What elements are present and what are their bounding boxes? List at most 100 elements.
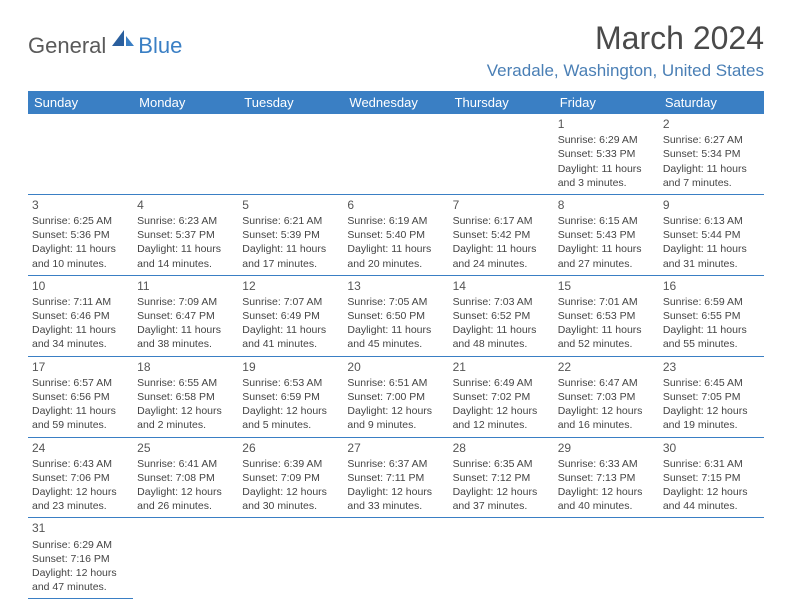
- day-number: 22: [558, 359, 655, 375]
- sunrise-line: Sunrise: 7:09 AM: [137, 295, 234, 309]
- sunrise-line: Sunrise: 6:27 AM: [663, 133, 760, 147]
- sunrise-line: Sunrise: 7:03 AM: [453, 295, 550, 309]
- calendar-table: SundayMondayTuesdayWednesdayThursdayFrid…: [28, 91, 764, 599]
- sunset-line: Sunset: 6:58 PM: [137, 390, 234, 404]
- day-number: 11: [137, 278, 234, 294]
- sunrise-line: Sunrise: 6:59 AM: [663, 295, 760, 309]
- sunrise-line: Sunrise: 6:55 AM: [137, 376, 234, 390]
- day-number: 31: [32, 520, 129, 536]
- calendar-cell: 6Sunrise: 6:19 AMSunset: 5:40 PMDaylight…: [343, 194, 448, 275]
- daylight-line: Daylight: 11 hours and 38 minutes.: [137, 323, 234, 351]
- page-title: March 2024: [487, 20, 764, 57]
- daylight-line: Daylight: 11 hours and 20 minutes.: [347, 242, 444, 270]
- sunset-line: Sunset: 6:49 PM: [242, 309, 339, 323]
- sunrise-line: Sunrise: 6:41 AM: [137, 457, 234, 471]
- daylight-line: Daylight: 11 hours and 3 minutes.: [558, 162, 655, 190]
- calendar-cell: [133, 518, 238, 599]
- calendar-cell: [133, 114, 238, 194]
- calendar-cell: 5Sunrise: 6:21 AMSunset: 5:39 PMDaylight…: [238, 194, 343, 275]
- daylight-line: Daylight: 12 hours and 44 minutes.: [663, 485, 760, 513]
- sunset-line: Sunset: 6:46 PM: [32, 309, 129, 323]
- sunrise-line: Sunrise: 6:13 AM: [663, 214, 760, 228]
- calendar-cell: 10Sunrise: 7:11 AMSunset: 6:46 PMDayligh…: [28, 275, 133, 356]
- logo: General Blue: [28, 28, 182, 63]
- sunset-line: Sunset: 5:36 PM: [32, 228, 129, 242]
- daylight-line: Daylight: 12 hours and 23 minutes.: [32, 485, 129, 513]
- sunset-line: Sunset: 7:11 PM: [347, 471, 444, 485]
- daylight-line: Daylight: 11 hours and 59 minutes.: [32, 404, 129, 432]
- daylight-line: Daylight: 11 hours and 45 minutes.: [347, 323, 444, 351]
- calendar-row: 10Sunrise: 7:11 AMSunset: 6:46 PMDayligh…: [28, 275, 764, 356]
- calendar-cell: 19Sunrise: 6:53 AMSunset: 6:59 PMDayligh…: [238, 356, 343, 437]
- calendar-cell: [343, 518, 448, 599]
- sunset-line: Sunset: 6:56 PM: [32, 390, 129, 404]
- calendar-cell: 27Sunrise: 6:37 AMSunset: 7:11 PMDayligh…: [343, 437, 448, 518]
- day-number: 29: [558, 440, 655, 456]
- weekday-header: Thursday: [449, 91, 554, 114]
- sunrise-line: Sunrise: 6:29 AM: [558, 133, 655, 147]
- location-text: Veradale, Washington, United States: [487, 61, 764, 81]
- sunrise-line: Sunrise: 6:39 AM: [242, 457, 339, 471]
- sunset-line: Sunset: 5:33 PM: [558, 147, 655, 161]
- daylight-line: Daylight: 11 hours and 7 minutes.: [663, 162, 760, 190]
- calendar-cell: 7Sunrise: 6:17 AMSunset: 5:42 PMDaylight…: [449, 194, 554, 275]
- sunrise-line: Sunrise: 6:33 AM: [558, 457, 655, 471]
- sunset-line: Sunset: 6:59 PM: [242, 390, 339, 404]
- sunrise-line: Sunrise: 6:51 AM: [347, 376, 444, 390]
- daylight-line: Daylight: 12 hours and 30 minutes.: [242, 485, 339, 513]
- day-number: 7: [453, 197, 550, 213]
- day-number: 15: [558, 278, 655, 294]
- daylight-line: Daylight: 12 hours and 47 minutes.: [32, 566, 129, 594]
- sunset-line: Sunset: 7:12 PM: [453, 471, 550, 485]
- weekday-header: Friday: [554, 91, 659, 114]
- calendar-cell: 20Sunrise: 6:51 AMSunset: 7:00 PMDayligh…: [343, 356, 448, 437]
- calendar-cell: 28Sunrise: 6:35 AMSunset: 7:12 PMDayligh…: [449, 437, 554, 518]
- sunrise-line: Sunrise: 6:45 AM: [663, 376, 760, 390]
- daylight-line: Daylight: 12 hours and 19 minutes.: [663, 404, 760, 432]
- sunrise-line: Sunrise: 6:25 AM: [32, 214, 129, 228]
- daylight-line: Daylight: 11 hours and 10 minutes.: [32, 242, 129, 270]
- day-number: 16: [663, 278, 760, 294]
- sunset-line: Sunset: 7:13 PM: [558, 471, 655, 485]
- sunrise-line: Sunrise: 6:15 AM: [558, 214, 655, 228]
- calendar-cell: 22Sunrise: 6:47 AMSunset: 7:03 PMDayligh…: [554, 356, 659, 437]
- day-number: 9: [663, 197, 760, 213]
- sunrise-line: Sunrise: 6:23 AM: [137, 214, 234, 228]
- day-number: 23: [663, 359, 760, 375]
- calendar-row: 3Sunrise: 6:25 AMSunset: 5:36 PMDaylight…: [28, 194, 764, 275]
- day-number: 26: [242, 440, 339, 456]
- calendar-row: 1Sunrise: 6:29 AMSunset: 5:33 PMDaylight…: [28, 114, 764, 194]
- calendar-body: 1Sunrise: 6:29 AMSunset: 5:33 PMDaylight…: [28, 114, 764, 599]
- sunset-line: Sunset: 5:40 PM: [347, 228, 444, 242]
- calendar-cell: 3Sunrise: 6:25 AMSunset: 5:36 PMDaylight…: [28, 194, 133, 275]
- daylight-line: Daylight: 12 hours and 40 minutes.: [558, 485, 655, 513]
- day-number: 10: [32, 278, 129, 294]
- calendar-cell: 9Sunrise: 6:13 AMSunset: 5:44 PMDaylight…: [659, 194, 764, 275]
- calendar-header-row: SundayMondayTuesdayWednesdayThursdayFrid…: [28, 91, 764, 114]
- calendar-cell: [238, 518, 343, 599]
- sunset-line: Sunset: 7:08 PM: [137, 471, 234, 485]
- calendar-cell: [449, 518, 554, 599]
- daylight-line: Daylight: 11 hours and 17 minutes.: [242, 242, 339, 270]
- weekday-header: Saturday: [659, 91, 764, 114]
- calendar-cell: 1Sunrise: 6:29 AMSunset: 5:33 PMDaylight…: [554, 114, 659, 194]
- day-number: 25: [137, 440, 234, 456]
- day-number: 20: [347, 359, 444, 375]
- sunset-line: Sunset: 7:05 PM: [663, 390, 760, 404]
- sunset-line: Sunset: 6:47 PM: [137, 309, 234, 323]
- day-number: 3: [32, 197, 129, 213]
- sunset-line: Sunset: 7:16 PM: [32, 552, 129, 566]
- calendar-cell: 15Sunrise: 7:01 AMSunset: 6:53 PMDayligh…: [554, 275, 659, 356]
- daylight-line: Daylight: 11 hours and 27 minutes.: [558, 242, 655, 270]
- calendar-cell: 14Sunrise: 7:03 AMSunset: 6:52 PMDayligh…: [449, 275, 554, 356]
- calendar-cell: 31Sunrise: 6:29 AMSunset: 7:16 PMDayligh…: [28, 518, 133, 599]
- calendar-row: 24Sunrise: 6:43 AMSunset: 7:06 PMDayligh…: [28, 437, 764, 518]
- daylight-line: Daylight: 12 hours and 37 minutes.: [453, 485, 550, 513]
- day-number: 24: [32, 440, 129, 456]
- sunrise-line: Sunrise: 6:57 AM: [32, 376, 129, 390]
- calendar-cell: [28, 114, 133, 194]
- calendar-cell: 23Sunrise: 6:45 AMSunset: 7:05 PMDayligh…: [659, 356, 764, 437]
- daylight-line: Daylight: 11 hours and 48 minutes.: [453, 323, 550, 351]
- sunrise-line: Sunrise: 7:01 AM: [558, 295, 655, 309]
- day-number: 2: [663, 116, 760, 132]
